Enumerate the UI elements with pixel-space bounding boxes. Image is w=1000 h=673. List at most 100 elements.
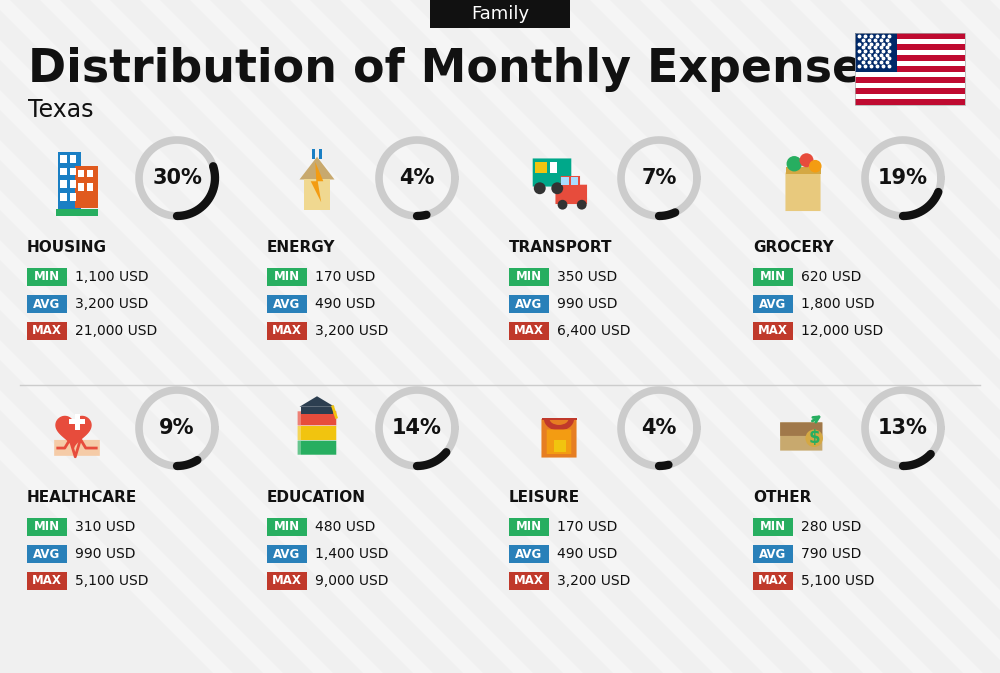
Text: OTHER: OTHER (753, 491, 811, 505)
FancyBboxPatch shape (509, 268, 549, 286)
FancyBboxPatch shape (753, 518, 793, 536)
Text: 9%: 9% (159, 418, 195, 438)
Circle shape (558, 200, 567, 209)
Text: HOUSING: HOUSING (27, 240, 107, 256)
Bar (855, 33, 965, 105)
FancyBboxPatch shape (267, 295, 307, 313)
FancyBboxPatch shape (753, 268, 793, 286)
Text: 490 USD: 490 USD (557, 547, 617, 561)
Bar (75, 166, 98, 207)
Polygon shape (56, 417, 91, 448)
FancyBboxPatch shape (267, 322, 307, 340)
Text: MIN: MIN (760, 271, 786, 283)
Text: AVG: AVG (759, 297, 787, 310)
FancyBboxPatch shape (509, 295, 549, 313)
FancyBboxPatch shape (561, 176, 580, 187)
Bar (430, 0, 570, 28)
Bar (298, 411, 301, 425)
Bar (554, 440, 566, 452)
FancyBboxPatch shape (27, 268, 67, 286)
Text: MAX: MAX (514, 575, 544, 588)
Text: 1,800 USD: 1,800 USD (801, 297, 875, 311)
Circle shape (805, 429, 823, 447)
Text: $: $ (808, 429, 820, 448)
Text: 790 USD: 790 USD (801, 547, 861, 561)
Bar (60, 192, 66, 201)
Text: MAX: MAX (758, 575, 788, 588)
Bar (855, 33, 965, 38)
Text: 170 USD: 170 USD (557, 520, 617, 534)
Text: MAX: MAX (272, 324, 302, 337)
FancyBboxPatch shape (267, 545, 307, 563)
Text: EDUCATION: EDUCATION (267, 491, 366, 505)
Text: AVG: AVG (515, 548, 543, 561)
FancyBboxPatch shape (267, 268, 307, 286)
FancyBboxPatch shape (555, 184, 587, 204)
Text: AVG: AVG (33, 548, 61, 561)
FancyBboxPatch shape (27, 572, 67, 590)
Text: MIN: MIN (34, 271, 60, 283)
Text: 19%: 19% (878, 168, 928, 188)
Bar (855, 72, 965, 77)
FancyBboxPatch shape (509, 518, 549, 536)
Text: Family: Family (471, 5, 529, 23)
Bar (60, 180, 66, 188)
Text: 1,400 USD: 1,400 USD (315, 547, 388, 561)
FancyBboxPatch shape (541, 419, 577, 458)
Bar (87, 170, 93, 178)
Circle shape (534, 182, 546, 194)
Text: 280 USD: 280 USD (801, 520, 861, 534)
Bar (550, 162, 557, 172)
Bar (855, 66, 965, 72)
Bar (304, 179, 330, 209)
Bar (70, 180, 76, 188)
Text: 990 USD: 990 USD (557, 297, 618, 311)
Text: TRANSPORT: TRANSPORT (509, 240, 612, 256)
FancyBboxPatch shape (753, 572, 793, 590)
Text: AVG: AVG (33, 297, 61, 310)
Text: 3,200 USD: 3,200 USD (315, 324, 388, 338)
Bar (855, 88, 965, 94)
Bar (60, 168, 66, 175)
FancyBboxPatch shape (780, 423, 822, 451)
Text: 350 USD: 350 USD (557, 270, 617, 284)
Bar (319, 149, 322, 159)
Bar (561, 177, 569, 185)
Text: Distribution of Monthly Expenses: Distribution of Monthly Expenses (28, 48, 890, 92)
Text: 9,000 USD: 9,000 USD (315, 574, 388, 588)
Text: AVG: AVG (515, 297, 543, 310)
FancyBboxPatch shape (27, 295, 67, 313)
Bar (855, 94, 965, 100)
Bar (855, 77, 965, 83)
Text: 4%: 4% (641, 418, 677, 438)
Text: 3,200 USD: 3,200 USD (557, 574, 630, 588)
FancyBboxPatch shape (785, 172, 821, 211)
Text: AVG: AVG (759, 548, 787, 561)
Text: GROCERY: GROCERY (753, 240, 834, 256)
Bar (78, 170, 84, 178)
Polygon shape (300, 396, 334, 406)
Bar (855, 38, 965, 44)
Text: 30%: 30% (152, 168, 202, 188)
Text: AVG: AVG (273, 548, 301, 561)
Text: 3,200 USD: 3,200 USD (75, 297, 148, 311)
Bar (535, 162, 547, 172)
Text: MIN: MIN (516, 520, 542, 534)
Text: MAX: MAX (272, 575, 302, 588)
Text: 7%: 7% (641, 168, 677, 188)
FancyBboxPatch shape (27, 322, 67, 340)
Circle shape (787, 156, 802, 172)
FancyBboxPatch shape (753, 295, 793, 313)
Bar (78, 183, 84, 190)
Text: MAX: MAX (32, 575, 62, 588)
Text: 620 USD: 620 USD (801, 270, 861, 284)
Circle shape (800, 153, 814, 168)
Circle shape (577, 200, 587, 209)
Bar (298, 441, 301, 455)
Text: 490 USD: 490 USD (315, 297, 375, 311)
FancyBboxPatch shape (753, 322, 793, 340)
Text: MIN: MIN (274, 271, 300, 283)
Bar (855, 33, 897, 72)
Bar (56, 209, 98, 215)
Text: 1,100 USD: 1,100 USD (75, 270, 149, 284)
